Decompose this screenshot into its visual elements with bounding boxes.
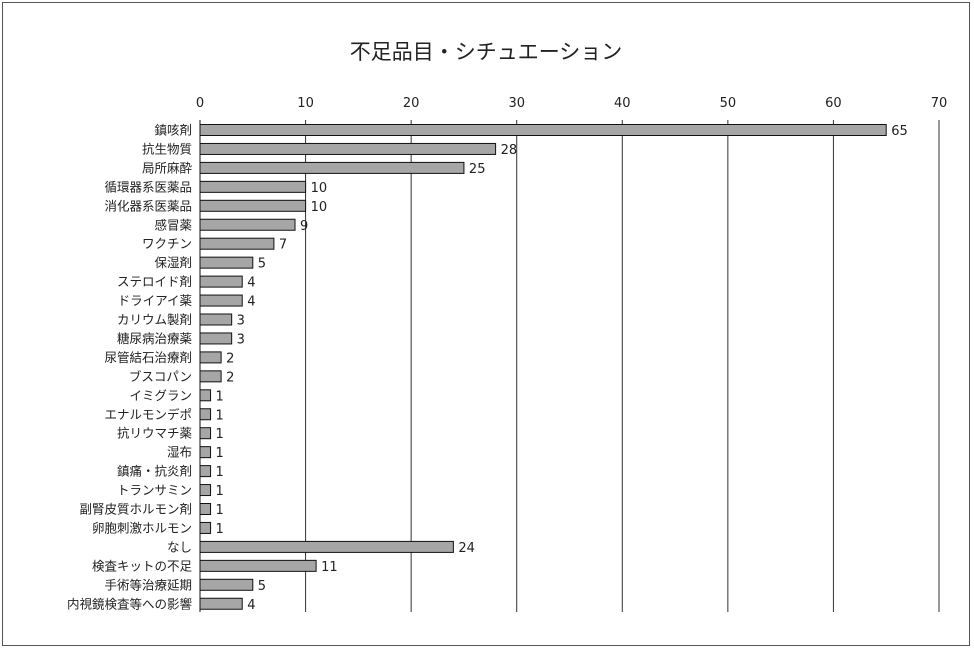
x-tick-label: 40 bbox=[614, 96, 631, 111]
bar-15 bbox=[199, 408, 212, 421]
x-tick-label: 30 bbox=[508, 96, 525, 111]
data-label: 3 bbox=[237, 314, 245, 329]
data-label: 4 bbox=[247, 598, 255, 613]
data-label: 28 bbox=[501, 143, 518, 158]
bar-16 bbox=[199, 427, 212, 440]
data-label: 2 bbox=[226, 351, 234, 366]
data-label: 2 bbox=[226, 370, 234, 385]
category-label: 鎮痛・抗炎剤 bbox=[117, 464, 192, 479]
category-label: 卵胞刺激ホルモン bbox=[92, 520, 192, 535]
data-label: 4 bbox=[247, 295, 255, 310]
category-label: ステロイド剤 bbox=[117, 274, 192, 289]
x-tick-label: 20 bbox=[403, 96, 420, 111]
data-label: 24 bbox=[458, 541, 475, 556]
data-label: 1 bbox=[216, 446, 224, 461]
data-label: 1 bbox=[216, 465, 224, 480]
bar-21 bbox=[199, 521, 212, 534]
data-label: 10 bbox=[311, 181, 328, 196]
data-label: 1 bbox=[216, 484, 224, 499]
bar-12 bbox=[199, 351, 222, 364]
data-label: 9 bbox=[300, 219, 308, 234]
category-label: ブスコパン bbox=[129, 369, 192, 384]
category-label: トランサミン bbox=[117, 483, 192, 498]
bar-19 bbox=[199, 484, 212, 497]
chart-title: 不足品目・シチュエーション bbox=[350, 40, 623, 64]
data-label: 65 bbox=[891, 124, 908, 139]
category-label: なし bbox=[167, 539, 192, 554]
bar-13 bbox=[199, 370, 222, 383]
x-tick-label: 60 bbox=[825, 96, 842, 111]
bar-18 bbox=[199, 465, 212, 478]
category-label: 手術等治療延期 bbox=[104, 577, 192, 592]
x-tick-label: 0 bbox=[196, 96, 204, 111]
bar-3 bbox=[199, 180, 307, 193]
category-label: 消化器系医薬品 bbox=[104, 198, 192, 213]
data-label: 1 bbox=[216, 389, 224, 404]
data-label: 1 bbox=[216, 408, 224, 423]
bar-17 bbox=[199, 446, 212, 459]
category-label: カリウム製剤 bbox=[117, 312, 192, 327]
data-label: 4 bbox=[247, 276, 255, 291]
category-label: 糖尿病治療薬 bbox=[117, 331, 193, 346]
category-labels: 鎮咳剤抗生物質局所麻酔循環器系医薬品消化器系医薬品感冒薬ワクチン保湿剤ステロイド… bbox=[67, 123, 193, 612]
bar-23 bbox=[199, 559, 317, 572]
data-label: 3 bbox=[237, 332, 245, 347]
bar-20 bbox=[199, 503, 212, 515]
bar-6 bbox=[199, 237, 275, 250]
data-label: 10 bbox=[311, 200, 328, 215]
data-label: 1 bbox=[216, 427, 224, 442]
data-label: 1 bbox=[216, 503, 224, 518]
x-tick-label: 10 bbox=[297, 96, 314, 111]
bar-9 bbox=[199, 294, 243, 307]
data-label: 5 bbox=[258, 257, 266, 272]
bar-8 bbox=[199, 275, 243, 288]
category-label: 保湿剤 bbox=[154, 255, 192, 270]
category-label: 抗リウマチ薬 bbox=[117, 426, 193, 441]
data-label: 11 bbox=[321, 560, 338, 575]
x-tick-label: 50 bbox=[720, 96, 737, 111]
bar-5 bbox=[199, 218, 296, 231]
category-label: イミグラン bbox=[129, 388, 192, 403]
category-label: 副腎皮質ホルモン剤 bbox=[79, 502, 192, 517]
x-axis-ticks: 0 10 20 30 40 50 60 70 bbox=[196, 96, 947, 111]
category-label: 抗生物質 bbox=[142, 141, 192, 156]
x-tick-label: 70 bbox=[931, 96, 948, 111]
category-label: エナルモンデポ bbox=[104, 407, 192, 422]
bars bbox=[199, 124, 887, 610]
category-label: 内視鏡検査等への影響 bbox=[67, 596, 192, 611]
bar-0 bbox=[199, 124, 887, 136]
category-label: 尿管結石治療剤 bbox=[104, 350, 192, 365]
bar-2 bbox=[199, 161, 465, 174]
category-label: 検査キットの不足 bbox=[92, 558, 193, 573]
bar-11 bbox=[199, 332, 233, 345]
data-label: 25 bbox=[469, 162, 486, 177]
category-label: 湿布 bbox=[167, 445, 192, 460]
category-label: 感冒薬 bbox=[154, 217, 192, 232]
category-label: ドライアイ薬 bbox=[118, 293, 193, 308]
bar-4 bbox=[199, 199, 307, 212]
data-label: 1 bbox=[216, 522, 224, 537]
category-label: 鎮咳剤 bbox=[154, 123, 192, 138]
bar-14 bbox=[199, 389, 212, 402]
bar-1 bbox=[199, 142, 497, 155]
bar-25 bbox=[199, 597, 243, 610]
bar-10 bbox=[199, 313, 233, 326]
bar-22 bbox=[199, 540, 454, 553]
bar-24 bbox=[199, 578, 254, 591]
data-label: 7 bbox=[279, 238, 287, 253]
gridlines bbox=[305, 120, 940, 612]
category-label: ワクチン bbox=[142, 236, 192, 251]
category-label: 循環器系医薬品 bbox=[104, 179, 192, 194]
data-label: 5 bbox=[258, 579, 266, 594]
bar-7 bbox=[199, 256, 254, 269]
category-label: 局所麻酔 bbox=[142, 160, 193, 175]
